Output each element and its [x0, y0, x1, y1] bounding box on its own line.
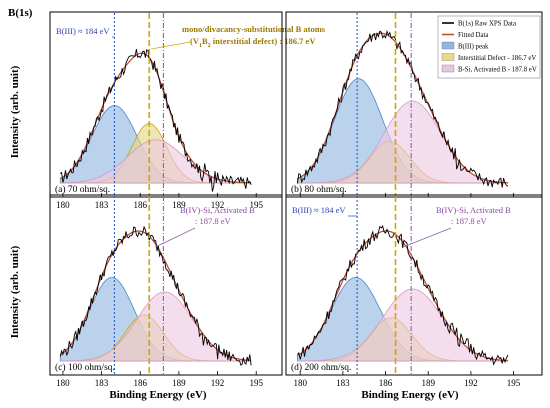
x-tick-label: 186	[379, 378, 393, 388]
panel-c: 180 183 186 189 192 195 (c) 100 ohm/sq. B(IV)-S…	[49, 194, 283, 388]
x-tick-label: 183	[336, 378, 350, 388]
panel-label: (b) 80 ohm/sq.	[291, 184, 347, 195]
annotation-bsi-1: B(IV)-Si, Activated B	[436, 205, 511, 215]
x-axis-title-left: Binding Energy (eV)	[109, 389, 207, 401]
x-tick-label: 186	[133, 200, 147, 210]
x-tick-label: 180	[293, 378, 307, 388]
panel-a: 180 183 186 189 192 195 (a) 70 ohm/sq. B(III) ≈…	[49, 11, 326, 210]
x-tick-label: 189	[172, 378, 186, 388]
annotation-bsi-2: : 187.8 eV	[451, 216, 488, 226]
x-tick-label: 192	[464, 378, 478, 388]
figure-title: B(1s)	[8, 7, 33, 19]
x-tick-label: 180	[56, 378, 70, 388]
legend-label: B(1s) Raw XPS Data	[458, 21, 516, 28]
x-tick-label: 195	[507, 378, 521, 388]
y-axis-title-top: Intensity (arb. unit)	[9, 65, 21, 158]
raw-xps-data	[60, 49, 252, 192]
legend-swatch	[441, 41, 455, 50]
x-tick-label: 192	[211, 378, 225, 388]
x-tick-label: 192	[211, 200, 225, 210]
y-axis-title-bottom: Intensity (arb. unit)	[9, 245, 21, 338]
x-tick-label: 189	[172, 200, 186, 210]
panel-frame	[49, 11, 283, 198]
x-tick-label: 183	[95, 378, 109, 388]
legend-label: Interstitial Defect - 186.7 eV	[458, 55, 536, 62]
panel-b: (b) 80 ohm/sq.	[285, 11, 543, 198]
legend-label: Fitted Data	[458, 32, 488, 39]
annotation-biii: B(III) ≈ 184 eV	[292, 205, 346, 215]
raw-xps-data	[59, 225, 252, 366]
panel-frame	[49, 194, 283, 376]
x-tick-label: 189	[421, 378, 435, 388]
raw-xps-data	[296, 29, 509, 188]
panel-frame	[285, 194, 543, 376]
legend-swatch	[441, 53, 455, 61]
panel-label: (d) 200 ohm/sq.	[291, 362, 351, 373]
legend-label: B-Si, Activated B - 187.8 eV	[458, 67, 537, 74]
x-tick-label: 186	[133, 378, 147, 388]
x-tick-label: 195	[249, 378, 263, 388]
x-tick-label: 183	[95, 200, 109, 210]
panel-d: 180 183 186 189 192 195 (d) 200 ohm/sq. B(III) …	[285, 194, 543, 388]
annotation-bsi-1: B(IV)-Si, Activated B	[180, 205, 255, 215]
legend-label: B(III) peak	[458, 44, 489, 51]
x-tick-label: 195	[249, 200, 263, 210]
annotation-biii: B(III) ≈ 184 eV	[56, 26, 110, 36]
legend-swatch	[441, 64, 455, 73]
x-axis-title-right: Binding Energy (eV)	[361, 389, 459, 401]
x-tick-label: 180	[56, 200, 70, 210]
raw-xps-data	[297, 224, 509, 366]
annotation-arrow	[151, 41, 191, 50]
panel-frame	[285, 11, 543, 198]
panel-label: (c) 100 ohm/sq.	[55, 362, 115, 373]
annotation-interstitial-2: (V1B2 interstitial defect) : 186.7 eV	[190, 36, 316, 49]
annotation-arrow	[403, 227, 452, 248]
legend-box	[437, 15, 541, 79]
panel-label: (a) 70 ohm/sq.	[55, 184, 110, 195]
annotation-interstitial-1: mono/divacancy-substitutional B atoms	[182, 24, 326, 34]
annotation-bsi-2: : 187.8 eV	[195, 216, 232, 226]
annotation-arrow	[155, 227, 196, 248]
legend: B(1s) Raw XPS Data Fitted Data B(III) peak…	[437, 15, 541, 79]
